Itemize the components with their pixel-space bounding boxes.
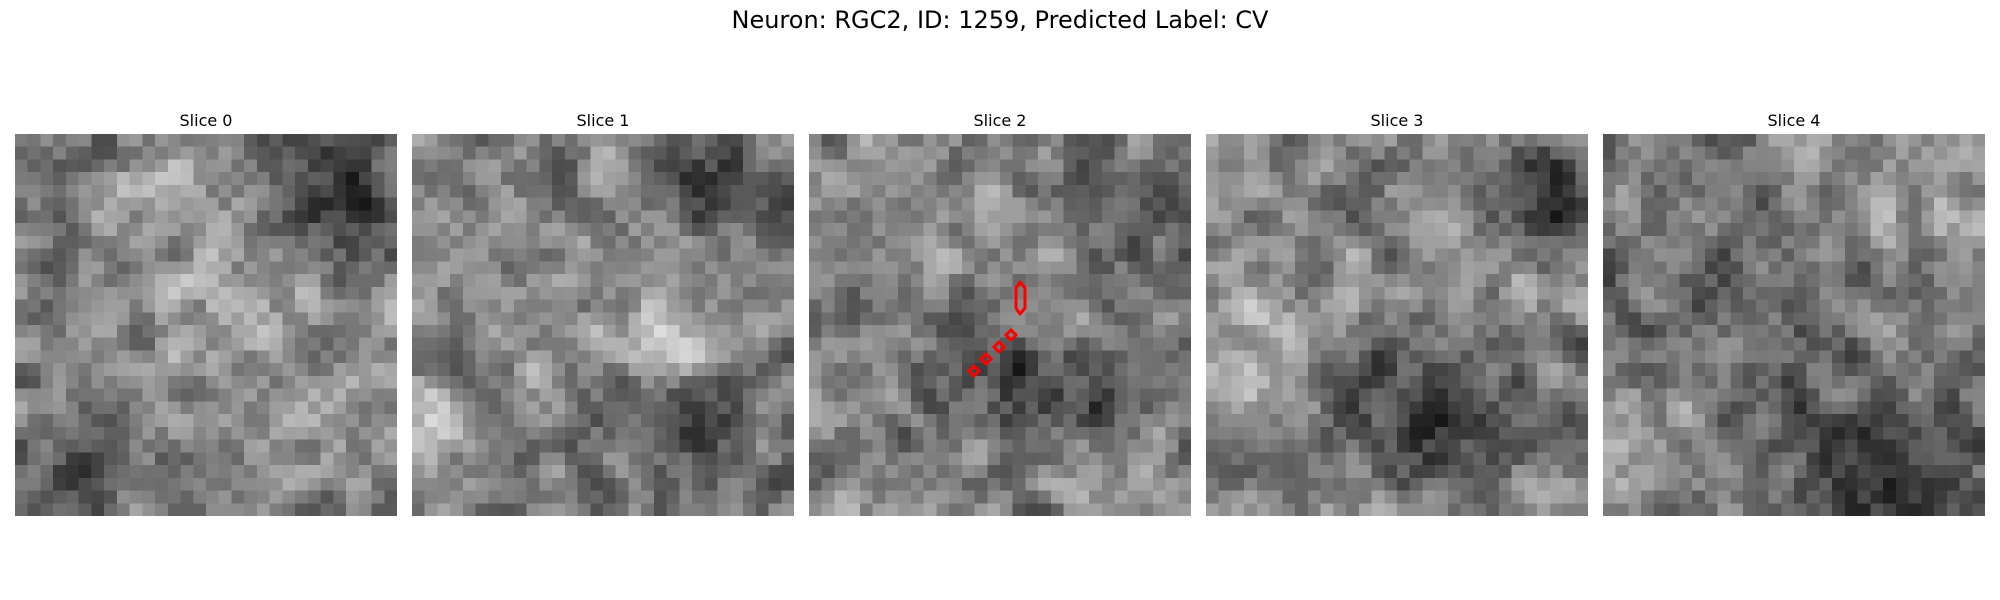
- slice-title-1: Slice 1: [576, 111, 630, 130]
- figure-title: Neuron: RGC2, ID: 1259, Predicted Label:…: [731, 6, 1269, 34]
- slice-image-2: [809, 134, 1191, 516]
- slice-panel-4: Slice 4: [1603, 108, 1985, 516]
- slice-image-1: [412, 134, 794, 516]
- slice-panel-0: Slice 0: [15, 108, 397, 516]
- slice-panel-2: Slice 2: [809, 108, 1191, 516]
- contour-diamond-2: [991, 339, 1007, 355]
- contour-diamond-4: [966, 363, 982, 379]
- slice-image-0: [15, 134, 397, 516]
- contour-overlay: [966, 280, 1027, 379]
- slice-title-4: Slice 4: [1767, 111, 1821, 130]
- contour-diamond-1: [1003, 327, 1019, 343]
- slice-image-4: [1603, 134, 1985, 516]
- slice-panel-3: Slice 3: [1206, 108, 1588, 516]
- contour-outline-upper: [1014, 280, 1027, 316]
- slice-image-3: [1206, 134, 1588, 516]
- slice-title-3: Slice 3: [1370, 111, 1424, 130]
- contour-diamond-3: [978, 351, 994, 367]
- slice-panel-1: Slice 1: [412, 108, 794, 516]
- slice-title-0: Slice 0: [179, 111, 233, 130]
- slice-title-2: Slice 2: [973, 111, 1027, 130]
